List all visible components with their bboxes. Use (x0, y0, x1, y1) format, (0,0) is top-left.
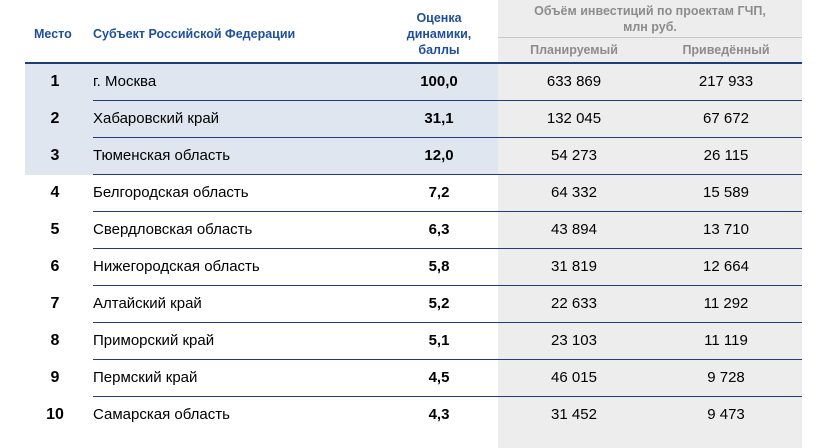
row-actual: 217 933 (698, 73, 754, 90)
row-place: 2 (50, 110, 60, 127)
row-subject: Хабаровский край (93, 110, 220, 127)
header-investment: Объём инвестиций по проектам ГЧП, млн ру… (498, 3, 802, 35)
row-place: 5 (50, 221, 60, 238)
row-subject: Алтайский край (93, 295, 202, 312)
table-row: 6 Нижегородская область 5,8 31 819 12 664 (0, 249, 823, 286)
row-actual: 15 589 (703, 184, 749, 201)
row-subject: Приморский край (93, 332, 215, 349)
row-actual: 9 728 (707, 369, 745, 386)
row-subject: Свердловская область (93, 221, 253, 238)
table-row: 5 Свердловская область 6,3 43 894 13 710 (0, 212, 823, 249)
header-place: Место (34, 27, 72, 41)
row-actual: 9 473 (707, 406, 745, 423)
row-score: 12,0 (424, 147, 454, 164)
header-investment-line1: Объём инвестиций по проектам ГЧП, (534, 4, 766, 18)
row-score: 4,5 (428, 369, 450, 386)
row-actual: 13 710 (703, 221, 749, 238)
header-investment-line2: млн руб. (623, 20, 677, 34)
header-score-line3: баллы (418, 43, 460, 57)
row-planned: 31 452 (551, 406, 597, 423)
row-planned: 23 103 (551, 332, 597, 349)
row-score: 6,3 (428, 221, 450, 238)
row-planned: 64 332 (551, 184, 597, 201)
row-place: 4 (50, 184, 60, 201)
header-subject: Субъект Российской Федерации (93, 27, 296, 41)
header-rule (25, 62, 802, 64)
table-row: 3 Тюменская область 12,0 54 273 26 115 (0, 138, 823, 175)
row-subject: Пермский край (93, 369, 198, 386)
row-place: 3 (50, 147, 60, 164)
row-subject: Самарская область (93, 406, 230, 423)
header-score: Оценка динамики, баллы (380, 10, 498, 58)
row-planned: 22 633 (551, 295, 597, 312)
table-row: 7 Алтайский край 5,2 22 633 11 292 (0, 286, 823, 323)
investment-column-background (498, 0, 802, 448)
table-row: 2 Хабаровский край 31,1 132 045 67 672 (0, 101, 823, 138)
row-subject: Тюменская область (93, 147, 231, 164)
row-planned: 54 273 (551, 147, 597, 164)
row-subject: Белгородская область (93, 184, 249, 201)
row-divider (93, 322, 802, 323)
row-divider (93, 285, 802, 286)
row-planned: 633 869 (546, 73, 602, 90)
row-place: 6 (50, 258, 60, 275)
row-score: 7,2 (428, 184, 450, 201)
table-row: 4 Белгородская область 7,2 64 332 15 589 (0, 175, 823, 212)
table-row: 8 Приморский край 5,1 23 103 11 119 (0, 323, 823, 360)
row-actual: 12 664 (703, 258, 749, 275)
row-subject: Нижегородская область (93, 258, 260, 275)
header-score-line2: динамики, (406, 27, 472, 41)
row-divider (93, 100, 802, 101)
row-place: 9 (50, 369, 60, 386)
table-row: 10 Самарская область 4,3 31 452 9 473 (0, 397, 823, 434)
top3-highlight (25, 64, 498, 175)
row-divider (93, 211, 802, 212)
row-planned: 46 015 (551, 369, 597, 386)
row-actual: 67 672 (703, 110, 749, 127)
table-row: 9 Пермский край 4,5 46 015 9 728 (0, 360, 823, 397)
row-divider (93, 248, 802, 249)
table-row: 1 г. Москва 100,0 633 869 217 933 (0, 64, 823, 101)
row-planned: 31 819 (551, 258, 597, 275)
row-planned: 43 894 (551, 221, 597, 238)
row-place: 1 (50, 73, 60, 90)
row-divider (93, 174, 802, 175)
row-score: 4,3 (428, 406, 450, 423)
row-actual: 26 115 (703, 147, 749, 164)
row-subject: г. Москва (93, 73, 157, 90)
row-score: 31,1 (424, 110, 454, 127)
row-place: 8 (50, 332, 60, 349)
row-place: 7 (50, 295, 60, 312)
row-divider (93, 359, 802, 360)
header-score-line1: Оценка (416, 11, 462, 25)
row-actual: 11 119 (704, 332, 748, 349)
row-planned: 132 045 (546, 110, 602, 127)
header-actual: Приведённый (682, 43, 770, 57)
header-planned: Планируемый (530, 43, 618, 57)
row-score: 5,8 (428, 258, 450, 275)
row-divider (93, 137, 802, 138)
row-place: 10 (46, 406, 64, 423)
row-score: 5,2 (428, 295, 450, 312)
row-score: 100,0 (420, 73, 458, 90)
row-actual: 11 292 (703, 295, 749, 312)
row-divider (93, 396, 802, 397)
investment-header-divider (498, 37, 802, 38)
row-score: 5,1 (428, 332, 450, 349)
